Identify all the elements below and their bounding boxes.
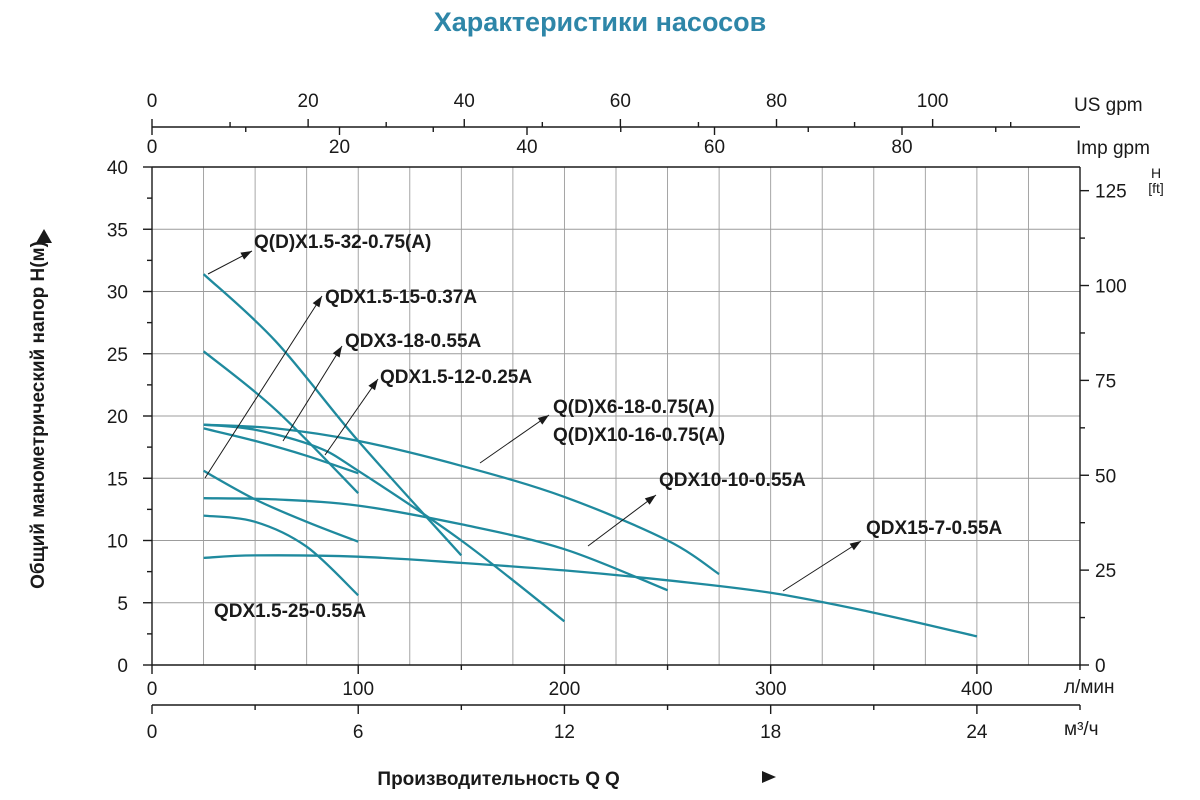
us-gpm-tick-label: 80 xyxy=(766,91,787,112)
curve-labels: Q(D)X1.5-32-0.75(A) QDX1.5-15-0.37A QDX3… xyxy=(214,232,1003,622)
leader-arrow-icon xyxy=(332,346,342,358)
x-axis-label: Производительность Q xyxy=(377,769,600,790)
m3h-tick-label: 18 xyxy=(760,722,781,743)
leader-arrow-icon xyxy=(368,379,378,391)
y-right-tick-label: 0 xyxy=(1095,656,1106,677)
y-tick-label: 35 xyxy=(107,220,128,241)
curve-label: QDX10-10-0.55A xyxy=(659,470,806,491)
series-layer xyxy=(202,273,978,638)
ft-unit-bottom: [ft] xyxy=(1148,180,1164,196)
leader-arrow-icon xyxy=(644,495,656,505)
x-tick-label: 100 xyxy=(342,679,374,700)
imp-gpm-tick-label: 80 xyxy=(891,137,912,158)
curve-label: QDX15-7-0.55A xyxy=(866,518,1003,539)
y-right-tick-label: 100 xyxy=(1095,277,1127,298)
y-tick-label: 5 xyxy=(117,594,128,615)
y-right-tick-label: 75 xyxy=(1095,371,1116,392)
x-tick-label: 300 xyxy=(755,679,787,700)
imp-gpm-tick-label: 20 xyxy=(329,137,350,158)
y-tick-label: 0 xyxy=(117,656,128,677)
series-line xyxy=(203,423,566,623)
leader-line xyxy=(282,345,343,442)
x-axis-arrow-icon xyxy=(762,771,776,783)
curve-label: QDX1.5-25-0.55A xyxy=(214,601,366,622)
curve-label: QDX3-18-0.55A xyxy=(345,331,482,352)
leader-line xyxy=(479,414,550,464)
leader-arrow-icon xyxy=(849,541,861,551)
imp-gpm-unit: Imp gpm xyxy=(1076,138,1150,159)
leader-line xyxy=(204,295,323,479)
series-line xyxy=(203,514,359,597)
series-line xyxy=(203,469,359,543)
leader-arrow-icon xyxy=(240,251,252,260)
us-gpm-unit: US gpm xyxy=(1074,95,1143,116)
y-tick-label: 10 xyxy=(107,532,128,553)
y-axis-arrow-icon xyxy=(36,229,52,243)
x-tick-label: 200 xyxy=(549,679,581,700)
us-gpm-tick-label: 100 xyxy=(917,91,949,112)
chart-title: Характеристики насосов xyxy=(434,7,766,37)
leader-arrow-icon xyxy=(312,296,322,308)
x-tick-label: 0 xyxy=(147,679,158,700)
series-line xyxy=(203,427,359,475)
curve-label: Q(D)X6-18-0.75(A) xyxy=(553,397,715,418)
x-tick-label: 400 xyxy=(961,679,993,700)
m3h-tick-label: 12 xyxy=(554,722,575,743)
m3h-tick-label: 24 xyxy=(966,722,988,743)
y-tick-label: 40 xyxy=(107,158,128,179)
grid xyxy=(152,167,1080,665)
imp-gpm-tick-label: 60 xyxy=(704,137,725,158)
imp-gpm-tick-label: 0 xyxy=(147,137,158,158)
series-line xyxy=(203,423,720,576)
y-right-tick-label: 125 xyxy=(1095,182,1127,203)
x-axis-symbol: Q xyxy=(605,769,620,790)
ft-unit-top: H xyxy=(1151,165,1161,181)
curve-label: QDX1.5-12-0.25A xyxy=(380,367,532,388)
us-gpm-tick-label: 60 xyxy=(610,91,631,112)
us-gpm-tick-label: 40 xyxy=(454,91,475,112)
curve-label: Q(D)X10-16-0.75(A) xyxy=(553,425,725,446)
lmin-unit: л/мин xyxy=(1064,677,1115,698)
leader-line xyxy=(782,540,862,592)
y-tick-label: 20 xyxy=(107,407,128,428)
leader-arrow-icon xyxy=(537,415,549,425)
leader-lines xyxy=(204,250,862,592)
series-line xyxy=(203,497,669,592)
imp-gpm-tick-label: 40 xyxy=(516,137,537,158)
y-right-tick-label: 25 xyxy=(1095,561,1116,582)
leader-line xyxy=(587,494,657,547)
curve-label: QDX1.5-15-0.37A xyxy=(325,287,477,308)
m3h-tick-label: 6 xyxy=(353,722,364,743)
leader-line xyxy=(324,378,379,456)
series-line xyxy=(202,350,360,495)
us-gpm-tick-label: 20 xyxy=(298,91,319,112)
curve-label: Q(D)X1.5-32-0.75(A) xyxy=(254,232,431,253)
y-tick-label: 30 xyxy=(107,283,128,304)
series-line xyxy=(203,554,978,638)
us-gpm-tick-label: 0 xyxy=(147,91,158,112)
m3h-tick-label: 0 xyxy=(147,722,158,743)
y-right-tick-label: 50 xyxy=(1095,466,1116,487)
y-tick-label: 15 xyxy=(107,469,128,490)
y-axis-label: Общий манометрический напор H(м) xyxy=(28,241,49,589)
m3h-unit: м³/ч xyxy=(1064,719,1099,740)
y-tick-label: 25 xyxy=(107,345,128,366)
